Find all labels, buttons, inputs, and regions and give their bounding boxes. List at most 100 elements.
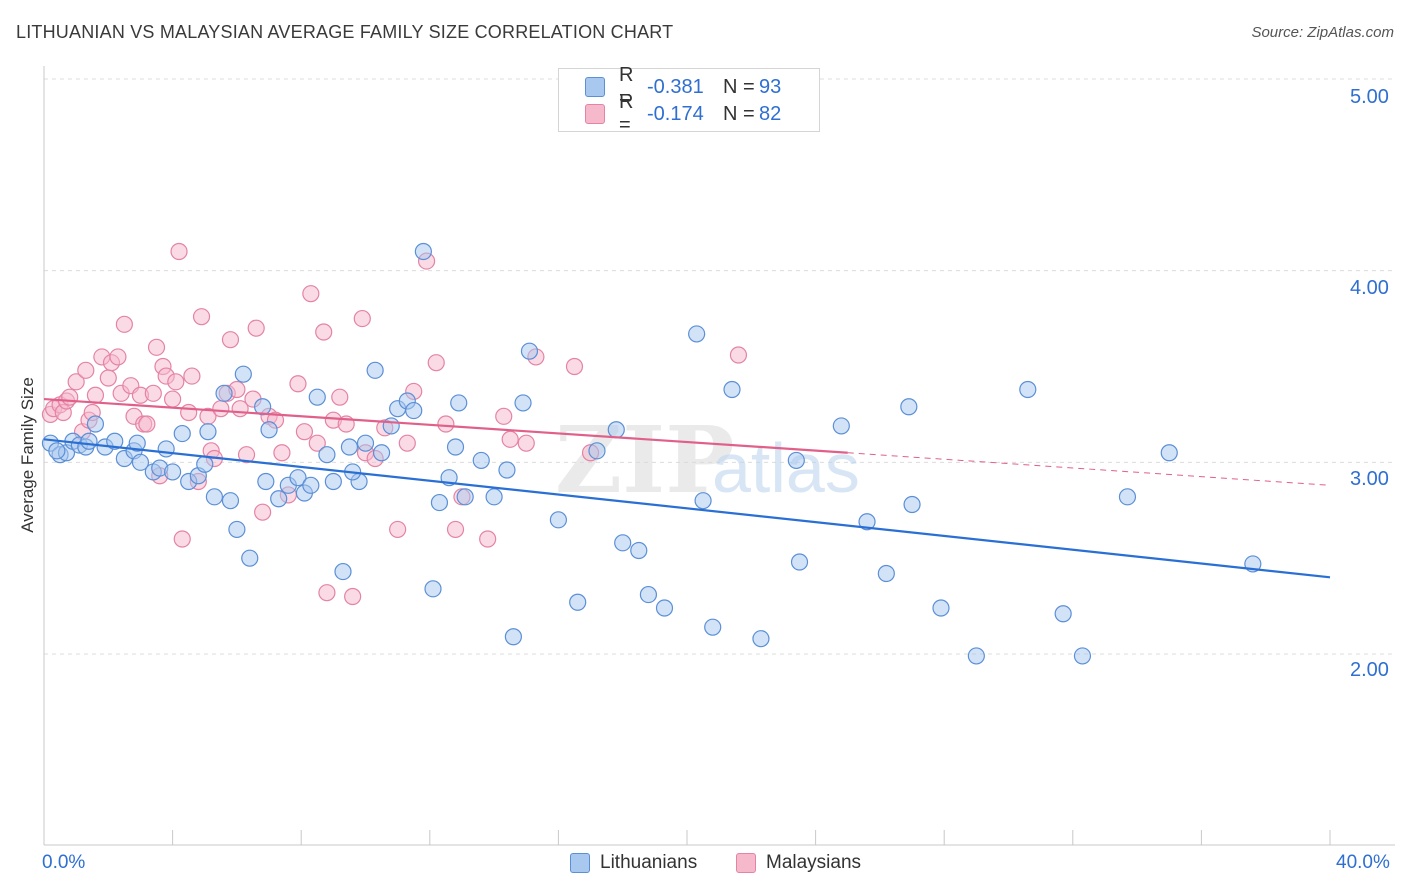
malaysians-point bbox=[331, 388, 349, 406]
lithuanians-point bbox=[504, 628, 522, 646]
malaysians-point bbox=[164, 390, 182, 408]
x-tick-label-max: 40.0% bbox=[1336, 852, 1390, 873]
legend-label: Malaysians bbox=[766, 852, 862, 873]
r-value: -0.174 bbox=[647, 102, 704, 125]
malaysians-point bbox=[495, 407, 513, 425]
malaysians-trend-line bbox=[43, 397, 848, 454]
lithuanians-point bbox=[694, 492, 712, 510]
malaysians-point bbox=[273, 444, 291, 462]
lithuanians-point bbox=[485, 488, 503, 506]
lithuanians-point bbox=[688, 325, 706, 343]
malaysians-point bbox=[479, 530, 497, 548]
lithuanians-point bbox=[514, 394, 532, 412]
lithuanians-point bbox=[639, 585, 658, 604]
lithuanians-point bbox=[366, 361, 384, 379]
lithuanians-point bbox=[128, 434, 146, 452]
n-value: 82 bbox=[759, 102, 782, 125]
r-value: -0.381 bbox=[647, 75, 704, 98]
malaysians-point bbox=[212, 400, 230, 418]
chart-title: LITHUANIAN VS MALAYSIAN AVERAGE FAMILY S… bbox=[16, 22, 674, 42]
malaysians-point bbox=[67, 373, 85, 391]
malaysians-point bbox=[77, 361, 95, 379]
lithuanians-point bbox=[450, 394, 468, 412]
lithuanians-point bbox=[289, 469, 307, 487]
lithuanians-point bbox=[196, 455, 214, 473]
lithuanians-point bbox=[241, 549, 259, 567]
lithuanians-point bbox=[967, 647, 985, 665]
malaysians-point bbox=[167, 373, 185, 391]
x-tick-label-min: 0.0% bbox=[42, 852, 86, 873]
malaysians-point bbox=[183, 367, 201, 385]
malaysians-point bbox=[295, 423, 314, 441]
malaysians-swatch bbox=[736, 853, 756, 873]
lithuanians-point bbox=[334, 562, 352, 581]
lithuanians-point bbox=[520, 342, 539, 360]
axes bbox=[43, 66, 1395, 846]
lithuanians-point bbox=[48, 442, 66, 460]
malaysians-point bbox=[86, 386, 105, 404]
lithuanians-point bbox=[446, 438, 465, 456]
malaysians-point bbox=[99, 369, 117, 387]
lithuanians-point bbox=[221, 492, 240, 510]
lithuanians-point bbox=[1160, 444, 1178, 462]
malaysians-point bbox=[289, 375, 307, 393]
lithuanians-point bbox=[790, 553, 809, 571]
lithuanians-point bbox=[405, 401, 423, 420]
lithuanians-point bbox=[723, 380, 741, 399]
lithuanians-point bbox=[414, 242, 432, 261]
lithuanians-point bbox=[173, 424, 191, 443]
lithuanians-point bbox=[234, 365, 252, 383]
lithuanians-point bbox=[932, 599, 950, 617]
legend-row-lithuanians: R = -0.381 N = 93 bbox=[585, 64, 781, 109]
malaysians-swatch bbox=[585, 104, 605, 124]
lithuanians-point bbox=[430, 493, 449, 512]
lithuanians-point bbox=[752, 630, 770, 648]
n-label: N = bbox=[723, 75, 755, 98]
lithuanians-point bbox=[1019, 380, 1037, 399]
malaysians-point bbox=[115, 315, 133, 333]
legend-row-malaysians: R = -0.174 N = 82 bbox=[585, 91, 782, 136]
lithuanians-point bbox=[1073, 647, 1092, 665]
lithuanians-point bbox=[302, 476, 320, 494]
r-label: R = bbox=[619, 64, 634, 109]
lithuanians-point bbox=[260, 421, 278, 439]
lithuanians-point bbox=[1118, 488, 1137, 506]
series-legend: Lithuanians Malaysians bbox=[0, 852, 1406, 878]
malaysians-point bbox=[221, 331, 240, 349]
legend-label: Lithuanians bbox=[600, 852, 698, 873]
lithuanians-point bbox=[607, 421, 625, 439]
malaysians-points bbox=[41, 242, 748, 606]
y-tick-label: 4.00 bbox=[1350, 277, 1389, 299]
watermark-atlas: atlas bbox=[712, 429, 860, 507]
malaysians-point bbox=[192, 308, 211, 326]
lithuanians-point bbox=[215, 384, 233, 402]
lithuanians-point bbox=[498, 461, 516, 479]
legend-item-lithuanians[interactable]: Lithuanians bbox=[570, 852, 697, 874]
malaysians-point bbox=[427, 354, 445, 372]
malaysians-point bbox=[173, 530, 191, 548]
lithuanians-point bbox=[80, 432, 98, 450]
malaysians-point bbox=[237, 446, 256, 464]
malaysians-point bbox=[247, 319, 265, 337]
malaysians-point bbox=[446, 520, 465, 539]
n-label: N = bbox=[723, 102, 755, 125]
malaysians-point bbox=[138, 415, 156, 433]
legend-item-malaysians[interactable]: Malaysians bbox=[736, 852, 861, 874]
lithuanians-point bbox=[106, 432, 124, 450]
malaysians-trend-extension bbox=[847, 452, 1331, 486]
r-label: R = bbox=[619, 91, 634, 136]
lithuanians-point bbox=[205, 488, 223, 506]
lithuanians-point bbox=[903, 495, 921, 514]
lithuanians-point bbox=[270, 490, 288, 508]
lithuanians-swatch bbox=[570, 853, 590, 873]
lithuanians-point bbox=[569, 593, 587, 611]
lithuanians-point bbox=[549, 511, 568, 529]
malaysians-point bbox=[353, 309, 371, 328]
lithuanians-point bbox=[588, 442, 606, 460]
malaysians-point bbox=[302, 285, 320, 303]
lithuanians-point bbox=[308, 388, 326, 406]
lithuanians-point bbox=[900, 398, 918, 416]
trend-lines bbox=[43, 397, 1331, 579]
lithuanians-point bbox=[86, 415, 105, 433]
